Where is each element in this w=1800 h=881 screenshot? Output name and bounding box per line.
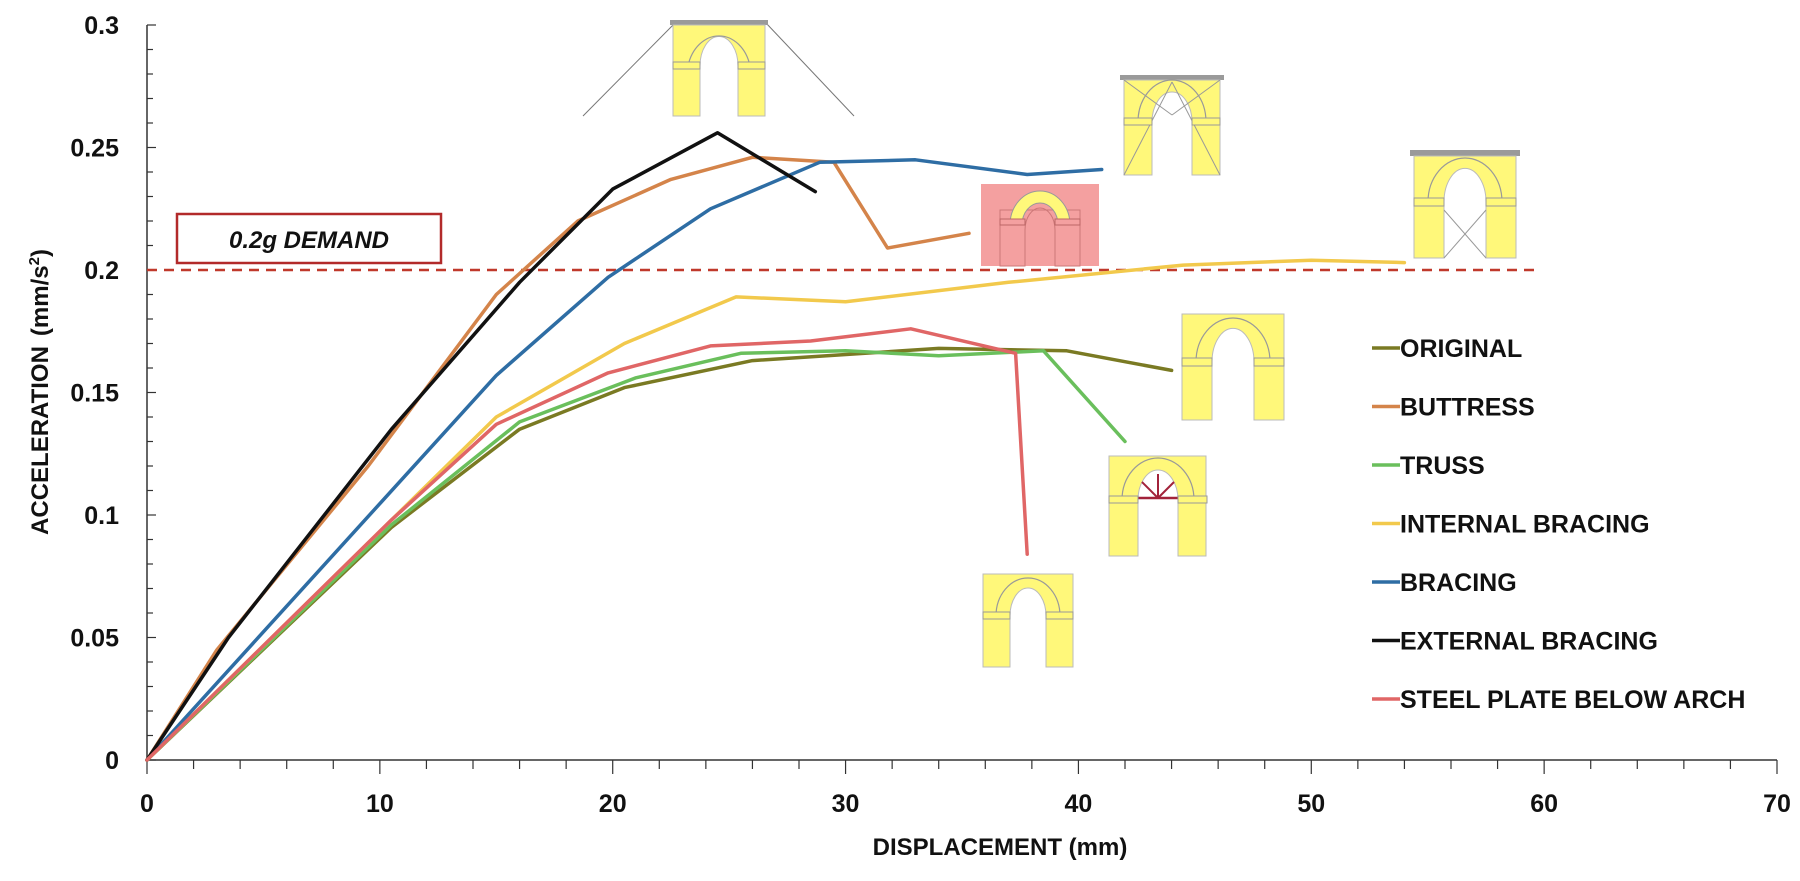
legend-label: INTERNAL BRACING	[1400, 511, 1650, 539]
y-tick-label: 0.3	[84, 12, 119, 40]
original-arch	[1181, 313, 1285, 421]
y-axis-title-main: ACCELERATION	[27, 346, 54, 535]
series-line-internal-bracing	[145, 258, 1407, 762]
x-tick-labels: 0 10 20 30 40 50 60 70	[140, 790, 1791, 818]
series-line-steel-plate-below-arch	[145, 327, 1029, 762]
x-tick-label: 0	[140, 790, 154, 818]
series-line-bracing	[145, 158, 1104, 762]
truss-arch	[1108, 455, 1208, 557]
x-tick-label: 30	[832, 790, 860, 818]
legend-label: EXTERNAL BRACING	[1400, 628, 1658, 656]
y-ticks	[147, 24, 156, 761]
series-line-external-bracing	[145, 131, 818, 762]
x-axis-title: DISPLACEMENT (mm)	[873, 834, 1128, 861]
external-bracing-arch	[582, 20, 855, 117]
legend-label: BUTTRESS	[1400, 394, 1535, 422]
x-tick-label: 60	[1530, 790, 1558, 818]
x-tick-label: 20	[599, 790, 627, 818]
x-tick-label: 70	[1763, 790, 1791, 818]
legend-label: ORIGINAL	[1400, 335, 1522, 363]
x-ticks	[146, 760, 1778, 774]
y-tick-label: 0.2	[84, 257, 119, 285]
y-axis-title-sup: 2	[26, 257, 43, 265]
y-axis-title: ACCELERATION (mm/s2)	[26, 249, 54, 535]
buttress-arch	[981, 184, 1099, 267]
demand-label: 0.2g DEMAND	[229, 227, 389, 254]
legend-label: BRACING	[1400, 569, 1517, 597]
y-tick-label: 0.1	[84, 502, 119, 530]
bracing-arch	[1410, 150, 1520, 259]
x-tick-label: 50	[1297, 790, 1325, 818]
steel-plate-arch	[982, 573, 1074, 668]
x-tick-label: 10	[366, 790, 394, 818]
y-tick-label: 0.15	[70, 380, 119, 408]
y-axis-title-close: )	[27, 249, 54, 257]
internal-bracing-arch	[1120, 75, 1224, 176]
legend-label: STEEL PLATE BELOW ARCH	[1400, 686, 1745, 714]
series-lines	[145, 131, 1407, 762]
x-tick-label: 40	[1065, 790, 1093, 818]
y-axis-title-unit: (mm/s	[27, 265, 54, 336]
legend: ORIGINAL BUTTRESS TRUSS INTERNAL BRACING BRA…	[1372, 335, 1745, 714]
y-tick-label: 0.25	[70, 135, 119, 163]
demand-label-box: 0.2g DEMAND	[175, 212, 443, 265]
y-tick-label: 0	[105, 747, 119, 775]
legend-label: TRUSS	[1400, 452, 1485, 480]
y-tick-label: 0.05	[70, 625, 119, 653]
y-tick-labels: 0 0.05 0.1 0.15 0.2 0.25 0.3	[70, 12, 119, 775]
